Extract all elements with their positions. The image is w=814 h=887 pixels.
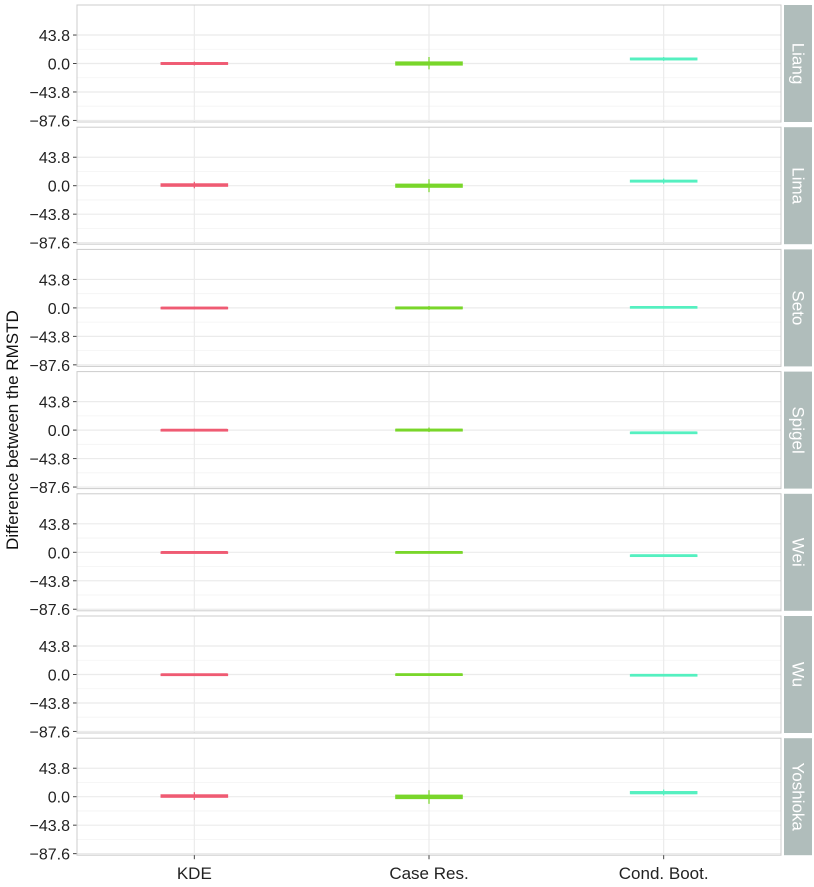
y-tick-label: −43.8 xyxy=(30,452,71,469)
facet-strip xyxy=(784,5,812,122)
facet-strip-label: Liang xyxy=(789,43,808,85)
facet-strip xyxy=(784,127,812,245)
box-case-res xyxy=(395,57,463,70)
box-case-res xyxy=(395,305,463,310)
y-tick-label: −43.8 xyxy=(30,85,71,102)
y-tick-label: 43.8 xyxy=(39,150,70,167)
y-tick-label: −43.8 xyxy=(30,329,71,346)
box-cond-boot xyxy=(629,57,698,61)
y-tick-label: 0.0 xyxy=(48,179,70,196)
facet-panel-seto: 43.8 0.0 −43.8 −87.6 Seto xyxy=(30,248,812,375)
facet-panel-wu: 43.8 0.0 −43.8 −87.6 Wu xyxy=(30,615,812,741)
y-tick-label: −43.8 xyxy=(30,818,71,835)
facet-panel-yoshioka: 43.8 0.0 −43.8 −87.6 Yoshioka xyxy=(30,737,812,864)
facet-strip xyxy=(784,738,812,856)
box-cond-boot xyxy=(629,178,698,184)
facet-strip-label: Wei xyxy=(789,538,808,567)
panel-border xyxy=(76,4,782,123)
y-tick-label: −87.6 xyxy=(30,480,71,497)
y-tick-label: 43.8 xyxy=(39,28,70,45)
box-kde xyxy=(160,792,229,800)
box-kde xyxy=(160,673,229,677)
facet-strip-label: Yoshioka xyxy=(789,763,808,832)
facet-panel-wei: 43.8 0.0 −43.8 −87.6 Wei xyxy=(30,493,812,619)
y-tick-label: 43.8 xyxy=(39,272,70,289)
y-tick-label: −87.6 xyxy=(30,236,71,253)
facet-panel-spigel: 43.8 0.0 −43.8 −87.6 Spigel xyxy=(30,371,812,497)
y-tick-label: −43.8 xyxy=(30,207,71,224)
y-tick-label: 0.0 xyxy=(48,545,70,562)
facet-strip xyxy=(784,371,812,489)
box-cond-boot xyxy=(629,673,698,677)
y-tick-label: −87.6 xyxy=(30,113,71,130)
panel-border xyxy=(76,371,782,490)
box-kde xyxy=(160,61,229,66)
y-tick-label: −87.6 xyxy=(30,724,71,741)
panel-border xyxy=(76,493,782,612)
box-cond-boot xyxy=(629,305,698,309)
facet-panel-liang: 43.8 0.0 −43.8 −87.6 Liang xyxy=(30,4,812,130)
facet-strip xyxy=(784,493,812,611)
y-tick-label: 0.0 xyxy=(48,423,70,440)
y-tick-label: 43.8 xyxy=(39,517,70,534)
y-tick-label: 43.8 xyxy=(39,639,70,656)
facet-strip-label: Lima xyxy=(789,167,808,204)
x-tick-label: KDE xyxy=(177,864,212,882)
facet-strip xyxy=(784,616,812,733)
box-kde xyxy=(160,181,229,189)
y-tick-label: 0.0 xyxy=(48,57,70,74)
y-tick-label: −43.8 xyxy=(30,696,71,713)
box-case-res xyxy=(395,550,463,554)
y-tick-label: 0.0 xyxy=(48,301,70,318)
box-kde xyxy=(160,550,229,554)
y-tick-label: 43.8 xyxy=(39,761,70,778)
y-tick-label: −43.8 xyxy=(30,574,71,591)
y-tick-label: 43.8 xyxy=(39,395,70,412)
box-case-res xyxy=(395,790,463,804)
y-tick-label: 0.0 xyxy=(48,668,70,685)
box-cond-boot xyxy=(629,789,698,796)
box-kde xyxy=(160,428,229,432)
box-case-res xyxy=(395,673,463,676)
facet-strip xyxy=(784,249,812,367)
box-case-res xyxy=(395,179,463,193)
box-cond-boot xyxy=(629,554,698,558)
facet-strip-label: Seto xyxy=(789,290,808,325)
panel-border xyxy=(76,126,782,245)
facet-strip-label: Wu xyxy=(789,662,808,687)
y-tick-label: −87.6 xyxy=(30,847,71,864)
box-case-res xyxy=(395,427,463,433)
x-tick-label: Case Res. xyxy=(389,864,468,882)
box-kde xyxy=(160,306,229,310)
box-cond-boot xyxy=(629,431,698,435)
y-axis-title: Difference between the RMSTD xyxy=(3,310,22,550)
x-tick-label: Cond. Boot. xyxy=(619,864,709,882)
facet-panel-lima: 43.8 0.0 −43.8 −87.6 Lima xyxy=(30,126,812,253)
facet-strip-label: Spigel xyxy=(789,406,808,453)
y-tick-label: −87.6 xyxy=(30,358,71,375)
panel-border xyxy=(76,248,782,367)
y-tick-label: −87.6 xyxy=(30,602,71,619)
y-tick-label: 0.0 xyxy=(48,790,70,807)
panel-border xyxy=(76,615,782,734)
